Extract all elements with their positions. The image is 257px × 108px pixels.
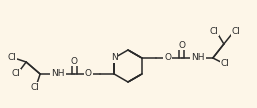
Text: Cl: Cl bbox=[231, 26, 240, 36]
Text: Cl: Cl bbox=[209, 26, 218, 36]
Text: O: O bbox=[71, 56, 78, 65]
Text: Cl: Cl bbox=[31, 83, 40, 91]
Text: O: O bbox=[164, 53, 171, 63]
Text: Cl: Cl bbox=[221, 60, 229, 68]
Text: O: O bbox=[178, 40, 185, 49]
Text: NH: NH bbox=[191, 53, 205, 63]
Text: O: O bbox=[85, 70, 92, 79]
Text: Cl: Cl bbox=[12, 70, 21, 79]
Text: Cl: Cl bbox=[8, 53, 17, 63]
Text: N: N bbox=[111, 53, 117, 63]
Text: NH: NH bbox=[51, 70, 65, 79]
